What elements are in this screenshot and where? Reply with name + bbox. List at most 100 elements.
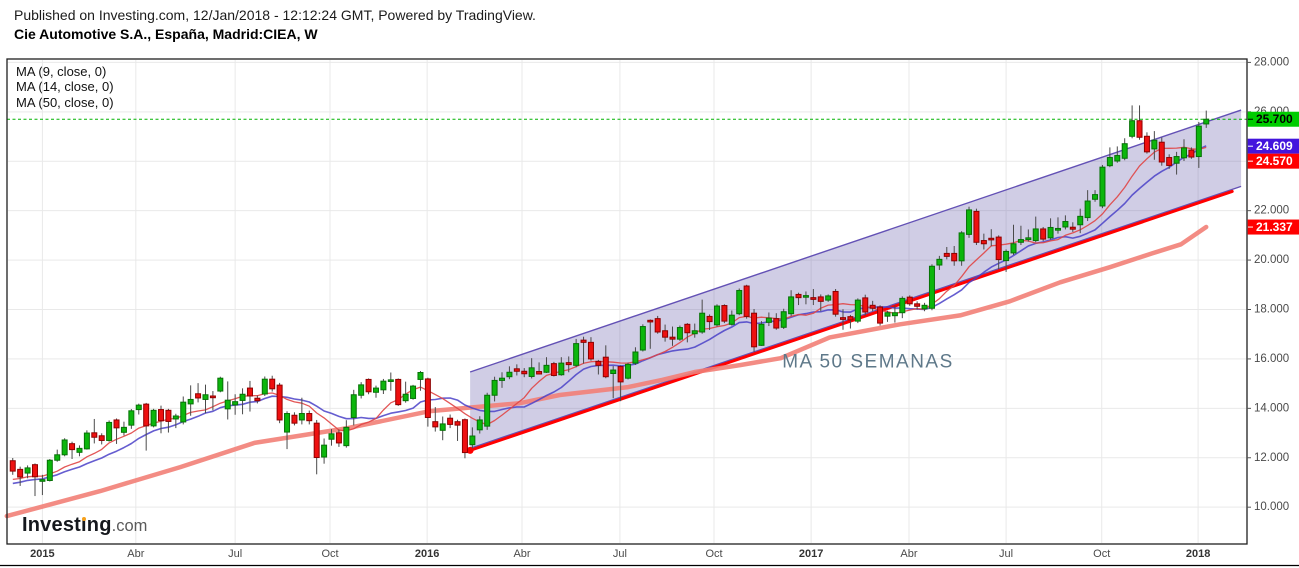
candle-up: [899, 297, 906, 314]
candle-up: [713, 305, 720, 326]
candle-down: [335, 432, 342, 444]
candle-down: [165, 409, 172, 422]
price-tag-label: 25.700: [1256, 112, 1293, 126]
candle-down: [276, 384, 283, 421]
candle-up: [135, 404, 142, 411]
candle-up: [1003, 250, 1010, 262]
candle-up: [676, 327, 683, 340]
trend-line-red: [468, 189, 1234, 452]
time-axis-year-label: 2018: [1186, 548, 1210, 560]
candle-up: [788, 296, 795, 315]
candle-up: [1077, 215, 1084, 226]
candle-down: [1166, 157, 1173, 166]
candle-up: [83, 432, 90, 450]
time-axis-month-label: Jul: [613, 548, 627, 560]
price-tick-label: 28.000: [1254, 56, 1289, 68]
candle-up: [261, 378, 268, 395]
candle-up: [625, 363, 632, 379]
time-axis-month-label: Jul: [228, 548, 242, 560]
logo-brand-post: ng: [86, 514, 112, 536]
candle-up: [46, 459, 53, 481]
candle-up: [936, 258, 943, 266]
candle-up: [736, 289, 743, 315]
price-tick-label: 12.000: [1254, 452, 1289, 464]
candle-up: [528, 367, 535, 377]
candle-down: [995, 236, 1002, 261]
candle-down: [914, 303, 921, 307]
candle-up: [1032, 228, 1039, 242]
candle-down: [877, 306, 884, 324]
candle-down: [254, 397, 261, 402]
candle-down: [424, 378, 431, 418]
candle-up: [469, 435, 476, 446]
candle-up: [691, 330, 698, 335]
candle-up: [854, 299, 861, 322]
candle-up: [1099, 166, 1106, 207]
candle-down: [31, 464, 38, 478]
candle-up: [387, 379, 394, 382]
time-axis-month-label: Abr: [900, 548, 917, 560]
candle-up: [358, 384, 365, 396]
time-axis-year-label: 2015: [30, 548, 54, 560]
candle-down: [751, 312, 758, 348]
candle-up: [187, 398, 194, 405]
candle-up: [39, 479, 46, 482]
candle-up: [410, 385, 417, 399]
candle-up: [106, 421, 113, 441]
candle-up: [543, 364, 550, 373]
ma50-annotation: MA 50 SEMANAS: [782, 351, 954, 372]
candle-down: [98, 435, 105, 441]
candle-up: [1054, 227, 1061, 231]
candle-up: [1173, 156, 1180, 164]
candle-up: [491, 379, 498, 396]
candle-up: [380, 380, 387, 391]
logo-orange-dot-icon: [81, 517, 86, 522]
candle-up: [1181, 147, 1188, 159]
candle-down: [654, 318, 661, 333]
candle-down: [1158, 141, 1165, 163]
candle-up: [499, 377, 506, 381]
candle-down: [395, 378, 402, 406]
price-tag: [1247, 111, 1299, 127]
candle-down: [69, 443, 76, 451]
time-axis-year-label: 2017: [799, 548, 823, 560]
candle-up: [1025, 237, 1032, 241]
candle-down: [447, 417, 454, 425]
candle-up: [1084, 200, 1091, 219]
ma9-line: [12, 146, 1207, 481]
candle-up: [321, 444, 328, 458]
price-tag: [1247, 153, 1299, 169]
legend-item-ma50: MA (50, close, 0): [16, 94, 114, 110]
candle-up: [217, 377, 224, 392]
candle-down: [721, 305, 728, 322]
candle-down: [1188, 149, 1195, 158]
candle-down: [143, 403, 150, 427]
candle-up: [1106, 157, 1113, 167]
candle-up: [172, 415, 179, 420]
candle-up: [928, 265, 935, 309]
candle-down: [91, 432, 98, 438]
published-line: Published on Investing.com, 12/Jan/2018 …: [14, 7, 536, 23]
candle-up: [298, 413, 305, 421]
candle-down: [195, 393, 202, 399]
candle-down: [595, 360, 602, 366]
candle-up: [1121, 143, 1128, 159]
candle-up: [76, 447, 83, 453]
candle-down: [313, 422, 320, 459]
candle-up: [610, 369, 617, 374]
ma-legend: MA (9, close, 0) MA (14, close, 0) MA (5…: [16, 64, 114, 110]
trend-channel-fill: [470, 110, 1242, 449]
candle-up: [728, 314, 735, 325]
candle-up: [1203, 118, 1210, 125]
candle-down: [1040, 228, 1047, 240]
candle-up: [758, 323, 765, 346]
candle-up: [573, 343, 580, 366]
candle-up: [120, 426, 127, 433]
candle-down: [617, 366, 624, 383]
candle-down: [1143, 135, 1150, 153]
candle-up: [224, 399, 231, 410]
candle-up: [1062, 221, 1069, 228]
price-tag-label: 21.337: [1256, 220, 1293, 234]
candle-down: [580, 339, 587, 343]
